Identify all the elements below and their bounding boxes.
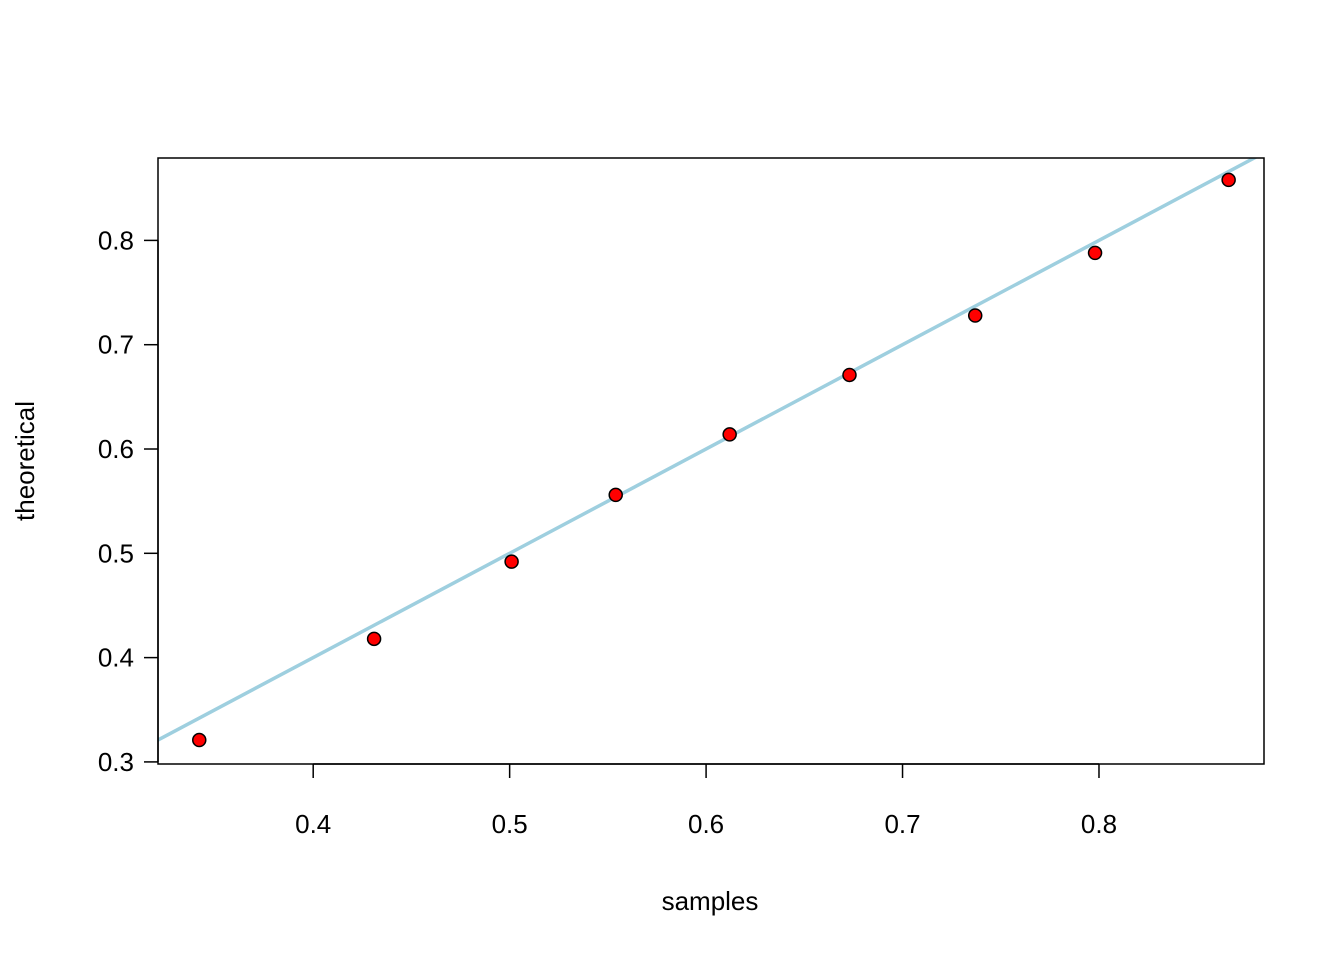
x-axis: 0.4 0.5 0.6 0.7 0.8 xyxy=(295,763,1117,839)
data-point xyxy=(608,487,623,503)
x-tick-label: 0.8 xyxy=(1081,809,1117,839)
x-tick-label: 0.5 xyxy=(492,809,528,839)
data-point xyxy=(366,631,382,647)
y-axis-title: theoretical xyxy=(10,401,40,521)
reference-line-layer xyxy=(158,158,1258,742)
data-point xyxy=(1087,245,1103,261)
y-tick-label: 0.8 xyxy=(98,225,134,255)
x-tick-label: 0.6 xyxy=(688,809,724,839)
data-point xyxy=(967,308,983,323)
y-tick-label: 0.7 xyxy=(98,330,134,360)
points-layer xyxy=(192,172,1236,748)
y-tick-label: 0.5 xyxy=(98,538,134,568)
y-tick-label: 0.6 xyxy=(98,434,134,464)
x-tick-label: 0.4 xyxy=(295,809,331,839)
y-tick-label: 0.3 xyxy=(98,747,134,777)
data-point xyxy=(722,427,737,442)
x-tick-label: 0.7 xyxy=(884,809,920,839)
data-point xyxy=(842,367,857,383)
y-tick-label: 0.4 xyxy=(98,643,134,673)
data-point xyxy=(504,554,519,569)
data-point xyxy=(1221,172,1236,188)
data-point xyxy=(192,732,207,748)
reference-line xyxy=(158,158,1258,742)
x-axis-title: samples xyxy=(662,886,759,916)
y-axis: 0.3 0.4 0.5 0.6 0.7 0.8 xyxy=(98,225,159,777)
